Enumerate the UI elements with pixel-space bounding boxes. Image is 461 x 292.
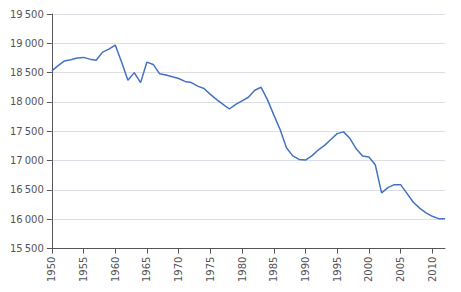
svg-text:1995: 1995 (332, 257, 343, 282)
svg-text:1965: 1965 (141, 257, 152, 282)
svg-text:16 500: 16 500 (10, 184, 44, 195)
svg-text:18 500: 18 500 (10, 67, 44, 78)
svg-text:17 500: 17 500 (10, 126, 44, 137)
svg-text:2000: 2000 (363, 257, 374, 282)
svg-text:2005: 2005 (395, 257, 406, 282)
svg-text:1950: 1950 (46, 257, 57, 282)
svg-text:19 500: 19 500 (10, 9, 44, 20)
svg-text:1985: 1985 (268, 257, 279, 282)
svg-text:1970: 1970 (173, 257, 184, 282)
svg-text:19 000: 19 000 (10, 38, 44, 49)
svg-text:1990: 1990 (300, 257, 311, 282)
svg-text:1975: 1975 (205, 257, 216, 282)
svg-text:1955: 1955 (78, 257, 89, 282)
svg-text:2010: 2010 (427, 257, 438, 282)
svg-text:17 000: 17 000 (10, 155, 44, 166)
svg-text:1960: 1960 (110, 257, 121, 282)
svg-text:16 000: 16 000 (10, 214, 44, 225)
svg-text:15 500: 15 500 (10, 243, 44, 254)
svg-text:18 000: 18 000 (10, 96, 44, 107)
svg-text:1980: 1980 (237, 257, 248, 282)
